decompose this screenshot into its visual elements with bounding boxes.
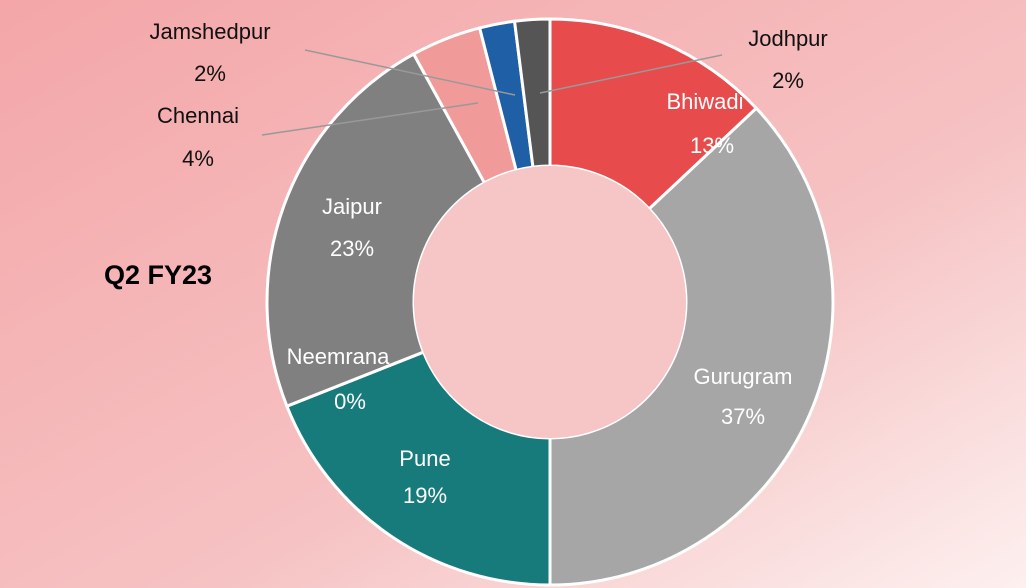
leader-line	[261, 102, 479, 136]
slice-name: Gurugram	[693, 364, 792, 389]
slice-value-label: 23%	[330, 236, 374, 261]
slice-name: Chennai	[157, 103, 239, 128]
chart-title: Q2 FY23	[104, 260, 212, 290]
slice-name: Jodhpur	[748, 26, 828, 51]
leader-line	[539, 54, 723, 94]
slice-name: Jaipur	[322, 194, 382, 219]
slice-value-label: 19%	[403, 483, 447, 508]
slice-name: Bhiwadi	[666, 89, 743, 114]
slice-value-label: 2%	[772, 68, 804, 93]
slice-value-label: 37%	[721, 404, 765, 429]
slice	[284, 350, 552, 587]
slice-name: Jamshedpur	[149, 19, 270, 44]
leader-line	[304, 49, 516, 96]
slices	[265, 17, 835, 587]
slice-name: Neemrana	[287, 344, 390, 369]
donut-hole	[414, 166, 686, 438]
slice-name: Pune	[399, 446, 450, 471]
slice-value-label: 4%	[182, 146, 214, 171]
slice-value-label: 2%	[194, 61, 226, 86]
labels: Bhiwadi 13% Gurugram 37% Pune 19% Neemrana 0% Ja…	[149, 19, 827, 508]
slice-value-label: 0%	[334, 389, 366, 414]
slice-value-label: 13%	[690, 133, 734, 158]
